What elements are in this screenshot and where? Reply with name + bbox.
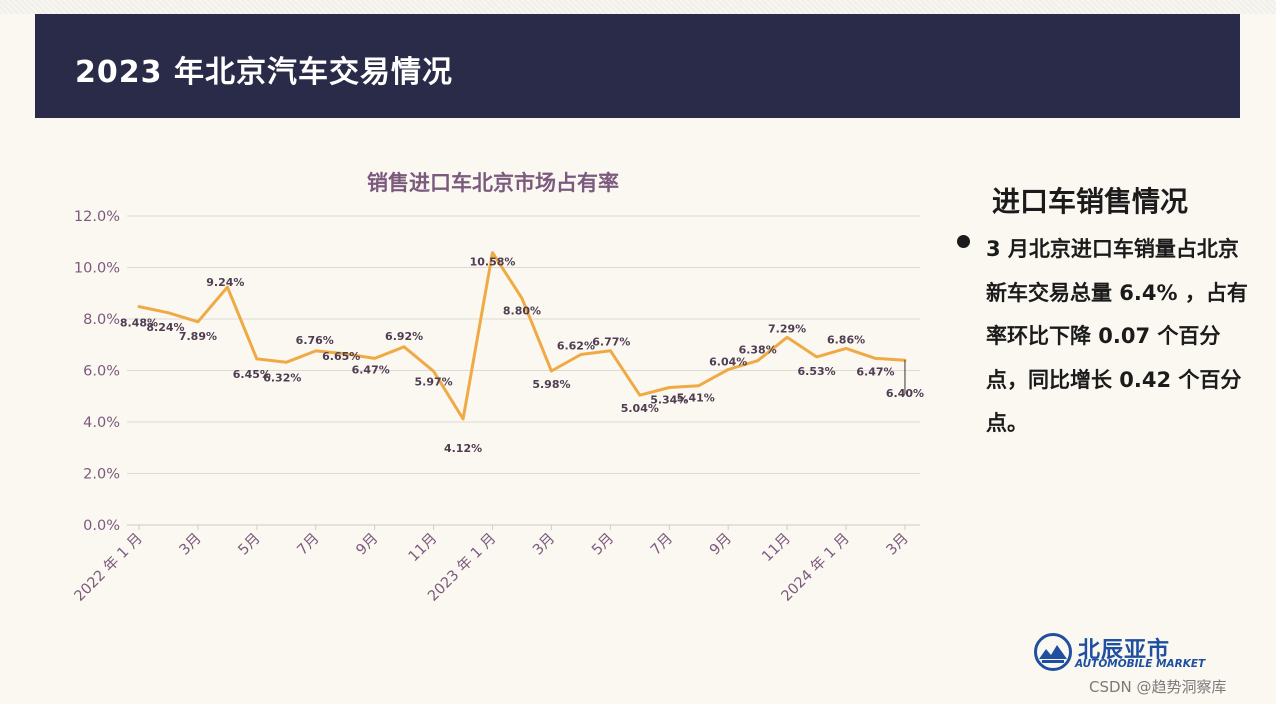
y-tick-label: 6.0% xyxy=(83,364,120,380)
data-label: 9.24% xyxy=(206,276,244,289)
top-texture-strip xyxy=(0,0,1276,14)
data-label: 4.12% xyxy=(444,442,482,455)
header-banner: 2023 年北京汽车交易情况 xyxy=(35,14,1240,118)
x-tick-label: 2022 年 1 月 xyxy=(71,530,146,605)
data-label: 8.80% xyxy=(503,304,541,317)
data-label: 6.86% xyxy=(827,333,865,346)
y-tick-label: 8.0% xyxy=(83,312,120,328)
data-label: 5.97% xyxy=(415,375,453,388)
y-tick-label: 2.0% xyxy=(83,467,120,483)
y-tick-label: 0.0% xyxy=(83,518,120,534)
chart-title: 销售进口车北京市场占有率 xyxy=(367,171,619,195)
x-tick-label: 11月 xyxy=(759,531,794,566)
y-tick-label: 4.0% xyxy=(83,415,120,431)
data-label: 5.34% xyxy=(650,393,688,406)
x-tick-label: 3月 xyxy=(530,531,558,559)
data-label: 6.32% xyxy=(263,371,301,384)
logo-emblem-icon xyxy=(1034,633,1072,671)
x-tick-label: 9月 xyxy=(353,531,381,559)
data-label: 8.48% xyxy=(120,317,158,330)
data-label: 5.41% xyxy=(677,392,715,405)
bullet-dot xyxy=(957,235,970,248)
x-tick-label: 9月 xyxy=(707,531,735,559)
x-tick-label: 3月 xyxy=(177,531,205,559)
x-tick-label: 5月 xyxy=(589,531,617,559)
data-label: 8.24% xyxy=(146,321,184,334)
data-label: 6.65% xyxy=(322,350,360,363)
data-label: 6.53% xyxy=(797,365,835,378)
data-label: 6.45% xyxy=(233,368,271,381)
data-label: 6.77% xyxy=(592,336,630,349)
data-label: 5.04% xyxy=(621,402,659,415)
data-label: 6.92% xyxy=(385,330,423,343)
series-line xyxy=(137,251,907,421)
company-logo: 北辰亚市 AUTOMOBILE MARKET xyxy=(1034,632,1209,674)
data-label: 6.38% xyxy=(739,344,777,357)
x-tick-label: 7月 xyxy=(294,531,322,559)
y-tick-label: 10.0% xyxy=(74,261,120,277)
watermark: CSDN @趋势洞察库 xyxy=(1089,678,1227,696)
y-tick-label: 12.0% xyxy=(74,209,120,225)
bullet-text: 3 月北京进口车销量占北京新车交易总量 6.4% ，占有率环比下降 0.07 个… xyxy=(986,237,1248,435)
logo-subtitle: AUTOMOBILE MARKET xyxy=(1075,658,1206,670)
logo-name: 北辰亚市 xyxy=(1078,638,1171,663)
data-label: 10.58% xyxy=(470,256,516,269)
data-label: 7.89% xyxy=(179,330,217,343)
data-label: 7.29% xyxy=(768,322,806,335)
data-label: 6.62% xyxy=(557,340,595,353)
page-title: 2023 年北京汽车交易情况 xyxy=(75,55,453,90)
panel-title: 进口车销售情况 xyxy=(992,185,1189,218)
x-tick-label: 11月 xyxy=(406,531,441,566)
data-label: 5.98% xyxy=(532,378,570,391)
x-tick-label: 7月 xyxy=(648,531,676,559)
x-tick-label: 3月 xyxy=(884,531,912,559)
x-tick-label: 5月 xyxy=(236,531,264,559)
data-label: 6.04% xyxy=(709,355,747,368)
data-label: 6.47% xyxy=(856,365,894,378)
data-label: 6.76% xyxy=(296,334,334,347)
data-label: 6.40% xyxy=(886,387,924,400)
data-label: 6.47% xyxy=(352,363,390,376)
